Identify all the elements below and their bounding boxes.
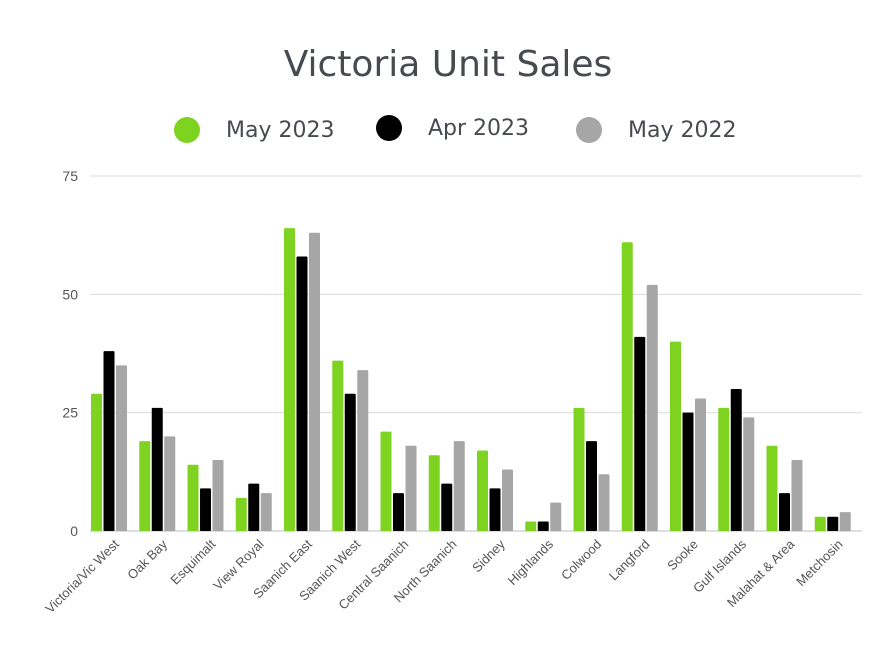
bar-oak-bay-apr-2023	[151, 407, 163, 531]
bar-north-saanich-may-2022	[453, 441, 465, 531]
bar-colwood-apr-2023	[586, 441, 597, 531]
legend-item-apr-2023: Apr 2023	[376, 110, 529, 146]
bar-saanich-west-may-2023	[332, 360, 344, 531]
bar-langford-apr-2023	[634, 336, 646, 531]
legend-item-may-2023: May 2023	[174, 112, 334, 148]
legend-swatch-may-2023	[174, 117, 200, 143]
bar-langford-may-2022	[646, 284, 658, 531]
bar-metchosin-may-2022	[839, 512, 851, 531]
bar-colwood-may-2023	[573, 407, 585, 531]
bar-saanich-west-apr-2023	[344, 393, 356, 531]
bar-sooke-may-2023	[670, 341, 681, 531]
bar-victoria-vic-west-may-2022	[116, 365, 127, 531]
x-tick-label-victoria-vic-west: Victoria/Vic West	[42, 536, 122, 616]
bar-saanich-east-apr-2023	[296, 256, 308, 531]
legend-label-may-2022: May 2022	[628, 117, 737, 143]
bar-esquimalt-apr-2023	[200, 488, 211, 531]
x-tick-label-colwood: Colwood	[558, 537, 604, 583]
legend-swatch-may-2022	[576, 117, 602, 143]
bar-central-saanich-may-2023	[380, 431, 392, 531]
bar-sidney-may-2022	[502, 469, 513, 531]
bar-malahat-area-may-2023	[766, 445, 778, 531]
bar-highlands-apr-2023	[537, 521, 549, 531]
chart-title: Victoria Unit Sales	[283, 44, 613, 85]
legend-label-apr-2023: Apr 2023	[428, 115, 530, 141]
x-tick-label-esquimalt: Esquimalt	[167, 536, 218, 587]
bar-metchosin-may-2023	[814, 516, 826, 531]
x-tick-label-highlands: Highlands	[505, 536, 557, 588]
bar-esquimalt-may-2023	[187, 464, 199, 531]
y-tick-label-75: 75	[62, 168, 78, 184]
y-tick-label-25: 25	[62, 405, 78, 421]
bar-colwood-may-2022	[598, 474, 610, 531]
bar-north-saanich-apr-2023	[441, 483, 453, 531]
bar-oak-bay-may-2022	[164, 436, 176, 531]
x-tick-label-sooke: Sooke	[664, 537, 701, 574]
bar-view-royal-may-2022	[260, 493, 272, 531]
bar-victoria-vic-west-may-2023	[91, 393, 102, 531]
bar-gulf-islands-may-2023	[718, 407, 730, 531]
x-tick-label-metchosin: Metchosin	[793, 537, 846, 590]
bar-gulf-islands-may-2022	[743, 417, 755, 531]
y-tick-label-0: 0	[70, 523, 78, 539]
bar-highlands-may-2022	[550, 502, 562, 531]
bar-saanich-east-may-2023	[284, 228, 295, 532]
bar-malahat-area-may-2022	[791, 460, 803, 531]
bar-saanich-west-may-2022	[357, 370, 369, 531]
bar-north-saanich-may-2023	[428, 455, 440, 531]
x-tick-label-oak-bay: Oak Bay	[124, 536, 170, 582]
legend-swatch-apr-2023	[376, 115, 402, 141]
x-tick-label-langford: Langford	[606, 537, 653, 584]
bar-oak-bay-may-2023	[139, 441, 151, 531]
y-tick-label-50: 50	[62, 286, 78, 302]
bar-view-royal-apr-2023	[248, 483, 260, 531]
bar-langford-may-2023	[621, 242, 633, 531]
bar-view-royal-may-2023	[235, 497, 247, 531]
bar-saanich-east-may-2022	[309, 232, 320, 532]
bar-sidney-may-2023	[477, 450, 488, 531]
bar-malahat-area-apr-2023	[779, 493, 790, 531]
bar-victoria-vic-west-apr-2023	[103, 351, 115, 531]
bar-highlands-may-2023	[525, 521, 537, 531]
bar-central-saanich-apr-2023	[393, 493, 404, 531]
bar-sooke-may-2022	[695, 398, 706, 531]
bar-gulf-islands-apr-2023	[730, 389, 742, 531]
legend-label-may-2023: May 2023	[226, 117, 335, 143]
bar-metchosin-apr-2023	[827, 516, 839, 531]
bar-sooke-apr-2023	[682, 412, 694, 531]
bar-esquimalt-may-2022	[212, 460, 224, 531]
x-tick-label-sidney: Sidney	[469, 536, 508, 575]
legend-item-may-2022: May 2022	[576, 112, 736, 148]
bar-sidney-apr-2023	[489, 488, 501, 531]
bar-central-saanich-may-2022	[405, 445, 417, 531]
